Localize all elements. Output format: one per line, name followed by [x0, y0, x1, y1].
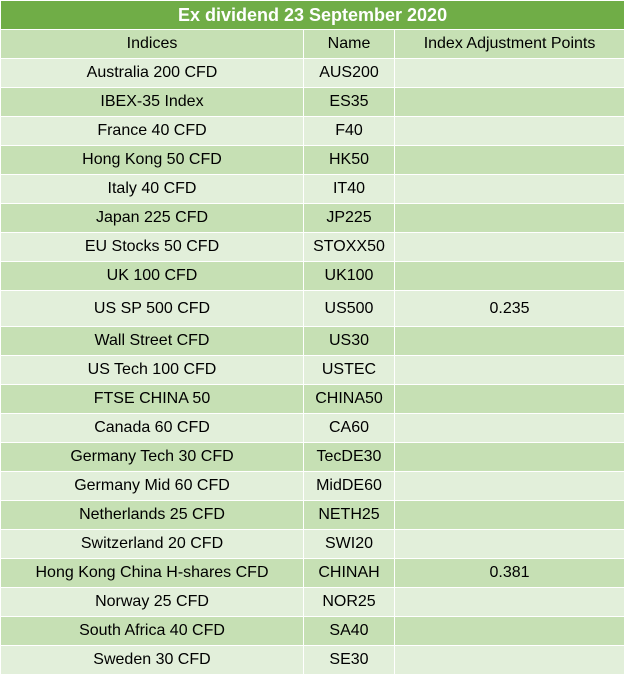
symbol-cell: NETH25: [303, 500, 395, 530]
adjustment-points-cell: [393, 58, 624, 88]
adjustment-points-cell: [393, 442, 624, 472]
symbol-cell: SWI20: [303, 529, 395, 559]
symbol-cell: NOR25: [303, 587, 395, 617]
column-header-adjustment-points: Index Adjustment Points: [393, 29, 624, 59]
table-row: Canada 60 CFD CA60: [0, 413, 624, 443]
table-title-row: Ex dividend 23 September 2020: [0, 0, 624, 30]
symbol-cell: ES35: [303, 87, 395, 117]
symbol-cell: UK100: [303, 261, 395, 291]
table-row: Netherlands 25 CFD NETH25: [0, 500, 624, 530]
adjustment-points-cell: [393, 87, 624, 117]
table-row: UK 100 CFD UK100: [0, 261, 624, 291]
adjustment-points-cell: [393, 326, 624, 356]
table-row: Norway 25 CFD NOR25: [0, 587, 624, 617]
symbol-cell: F40: [303, 116, 395, 146]
index-cell: UK 100 CFD: [0, 261, 304, 291]
table-row: US Tech 100 CFD USTEC: [0, 355, 624, 385]
symbol-cell: CA60: [303, 413, 395, 443]
table-row: EU Stocks 50 CFD STOXX50: [0, 232, 624, 262]
index-cell: FTSE CHINA 50: [0, 384, 304, 414]
index-cell: Canada 60 CFD: [0, 413, 304, 443]
index-cell: France 40 CFD: [0, 116, 304, 146]
adjustment-points-cell: [393, 471, 624, 501]
table-row: South Africa 40 CFD SA40: [0, 616, 624, 646]
adjustment-points-cell: [393, 145, 624, 175]
adjustment-points-cell: [393, 413, 624, 443]
index-cell: Germany Mid 60 CFD: [0, 471, 304, 501]
symbol-cell: SA40: [303, 616, 395, 646]
adjustment-points-cell: [393, 261, 624, 291]
symbol-cell: US500: [303, 290, 395, 327]
index-cell: Norway 25 CFD: [0, 587, 304, 617]
index-cell: Italy 40 CFD: [0, 174, 304, 204]
index-cell: US SP 500 CFD: [0, 290, 304, 327]
table-row: Germany Mid 60 CFD MidDE60: [0, 471, 624, 501]
symbol-cell: TecDE30: [303, 442, 395, 472]
adjustment-points-cell: 0.381: [393, 558, 624, 588]
symbol-cell: SE30: [303, 645, 395, 675]
index-cell: IBEX-35 Index: [0, 87, 304, 117]
table-title: Ex dividend 23 September 2020: [0, 0, 624, 30]
symbol-cell: CHINA50: [303, 384, 395, 414]
index-cell: Germany Tech 30 CFD: [0, 442, 304, 472]
table-row: Hong Kong China H-shares CFD CHINAH 0.38…: [0, 558, 624, 588]
symbol-cell: AUS200: [303, 58, 395, 88]
column-header-indices: Indices: [0, 29, 304, 59]
table-row: Italy 40 CFD IT40: [0, 174, 624, 204]
table-row: FTSE CHINA 50 CHINA50: [0, 384, 624, 414]
index-cell: Hong Kong China H-shares CFD: [0, 558, 304, 588]
table-header-row: Indices Name Index Adjustment Points: [0, 29, 624, 59]
table-row: Hong Kong 50 CFD HK50: [0, 145, 624, 175]
index-cell: Sweden 30 CFD: [0, 645, 304, 675]
symbol-cell: IT40: [303, 174, 395, 204]
table-row: France 40 CFD F40: [0, 116, 624, 146]
table-row: Wall Street CFD US30: [0, 326, 624, 356]
table-row: Switzerland 20 CFD SWI20: [0, 529, 624, 559]
index-cell: EU Stocks 50 CFD: [0, 232, 304, 262]
adjustment-points-cell: [393, 116, 624, 146]
table-row: Sweden 30 CFD SE30: [0, 645, 624, 675]
symbol-cell: USTEC: [303, 355, 395, 385]
index-cell: Netherlands 25 CFD: [0, 500, 304, 530]
index-cell: US Tech 100 CFD: [0, 355, 304, 385]
symbol-cell: CHINAH: [303, 558, 395, 588]
adjustment-points-cell: [393, 616, 624, 646]
index-cell: Switzerland 20 CFD: [0, 529, 304, 559]
index-cell: Hong Kong 50 CFD: [0, 145, 304, 175]
symbol-cell: JP225: [303, 203, 395, 233]
table-row: Australia 200 CFD AUS200: [0, 58, 624, 88]
symbol-cell: STOXX50: [303, 232, 395, 262]
adjustment-points-cell: 0.235: [393, 290, 624, 327]
adjustment-points-cell: [393, 529, 624, 559]
symbol-cell: HK50: [303, 145, 395, 175]
symbol-cell: MidDE60: [303, 471, 395, 501]
index-cell: Australia 200 CFD: [0, 58, 304, 88]
table-row: Germany Tech 30 CFD TecDE30: [0, 442, 624, 472]
adjustment-points-cell: [393, 645, 624, 675]
column-header-name: Name: [303, 29, 395, 59]
adjustment-points-cell: [393, 174, 624, 204]
index-cell: Japan 225 CFD: [0, 203, 304, 233]
table-row: Japan 225 CFD JP225: [0, 203, 624, 233]
adjustment-points-cell: [393, 384, 624, 414]
adjustment-points-cell: [393, 203, 624, 233]
adjustment-points-cell: [393, 587, 624, 617]
adjustment-points-cell: [393, 500, 624, 530]
table-row: IBEX-35 Index ES35: [0, 87, 624, 117]
index-cell: Wall Street CFD: [0, 326, 304, 356]
index-cell: South Africa 40 CFD: [0, 616, 304, 646]
adjustment-points-cell: [393, 232, 624, 262]
adjustment-points-cell: [393, 355, 624, 385]
symbol-cell: US30: [303, 326, 395, 356]
table-row: US SP 500 CFD US500 0.235: [0, 290, 624, 327]
